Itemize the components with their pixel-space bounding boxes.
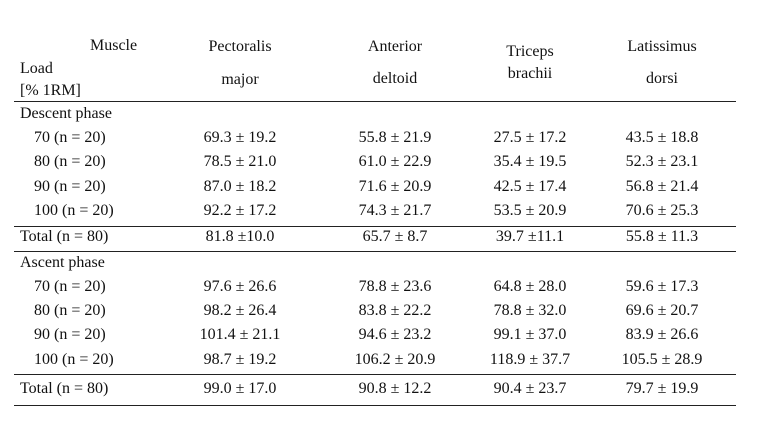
column-header: dorsi: [646, 70, 678, 87]
load-header: Load: [20, 60, 53, 77]
row-label: 100 (n = 20): [34, 351, 114, 368]
cell: 105.5 ± 28.9: [621, 351, 703, 368]
cell: 118.9 ± 37.7: [489, 351, 571, 368]
cell: 92.2 ± 17.2: [203, 202, 277, 219]
rule: [14, 101, 736, 102]
rule: [14, 405, 736, 406]
cell: 78.5 ± 21.0: [203, 153, 277, 170]
total-cell: 39.7 ±11.1: [495, 228, 565, 245]
cell: 64.8 ± 28.0: [493, 278, 567, 295]
total-cell: 81.8 ±10.0: [205, 228, 275, 245]
cell: 101.4 ± 21.1: [199, 326, 281, 343]
cell: 99.1 ± 37.0: [493, 326, 567, 343]
cell: 43.5 ± 18.8: [625, 129, 699, 146]
column-header: Latissimus: [627, 38, 697, 55]
cell: 56.8 ± 21.4: [625, 178, 699, 195]
total-cell: 90.4 ± 23.7: [493, 380, 567, 397]
column-header: Pectoralis: [208, 38, 272, 55]
total-cell: 99.0 ± 17.0: [203, 380, 277, 397]
total-cell: 90.8 ± 12.2: [358, 380, 432, 397]
column-header: Triceps: [506, 43, 554, 60]
row-label: 90 (n = 20): [34, 178, 106, 195]
cell: 35.4 ± 19.5: [493, 153, 567, 170]
load-header: [% 1RM]: [20, 82, 81, 99]
cell: 87.0 ± 18.2: [203, 178, 277, 195]
row-label: 80 (n = 20): [34, 153, 106, 170]
column-header: brachii: [507, 65, 553, 82]
cell: 98.7 ± 19.2: [203, 351, 277, 368]
total-cell: 79.7 ± 19.9: [625, 380, 699, 397]
cell: 59.6 ± 17.3: [625, 278, 699, 295]
cell: 52.3 ± 23.1: [625, 153, 699, 170]
rule: [14, 226, 736, 227]
row-label: 80 (n = 20): [34, 302, 106, 319]
cell: 71.6 ± 20.9: [358, 178, 432, 195]
cell: 61.0 ± 22.9: [358, 153, 432, 170]
cell: 70.6 ± 25.3: [625, 202, 699, 219]
row-label: 70 (n = 20): [34, 278, 106, 295]
cell: 78.8 ± 32.0: [493, 302, 567, 319]
cell: 83.8 ± 22.2: [358, 302, 432, 319]
cell: 69.3 ± 19.2: [203, 129, 277, 146]
cell: 55.8 ± 21.9: [358, 129, 432, 146]
cell: 42.5 ± 17.4: [493, 178, 567, 195]
row-label: 90 (n = 20): [34, 326, 106, 343]
cell: 78.8 ± 23.6: [358, 278, 432, 295]
cell: 27.5 ± 17.2: [493, 129, 567, 146]
cell: 94.6 ± 23.2: [358, 326, 432, 343]
total-label: Total (n = 80): [20, 380, 109, 397]
total-cell: 55.8 ± 11.3: [625, 228, 699, 245]
row-label: 100 (n = 20): [34, 202, 114, 219]
total-cell: 65.7 ± 8.7: [362, 228, 428, 245]
cell: 98.2 ± 26.4: [203, 302, 277, 319]
cell: 74.3 ± 21.7: [358, 202, 432, 219]
row-label: 70 (n = 20): [34, 129, 106, 146]
cell: 83.9 ± 26.6: [625, 326, 699, 343]
column-header: Anterior: [367, 38, 423, 55]
rule: [14, 374, 736, 375]
cell: 69.6 ± 20.7: [625, 302, 699, 319]
muscle-header: Muscle: [90, 37, 138, 54]
cell: 97.6 ± 26.6: [203, 278, 277, 295]
column-header: deltoid: [372, 70, 418, 87]
total-label: Total (n = 80): [20, 228, 109, 245]
rule: [14, 251, 736, 252]
cell: 106.2 ± 20.9: [354, 351, 436, 368]
section-title: Descent phase: [20, 105, 112, 122]
section-title: Ascent phase: [20, 254, 105, 271]
cell: 53.5 ± 20.9: [493, 202, 567, 219]
column-header: major: [221, 71, 259, 88]
